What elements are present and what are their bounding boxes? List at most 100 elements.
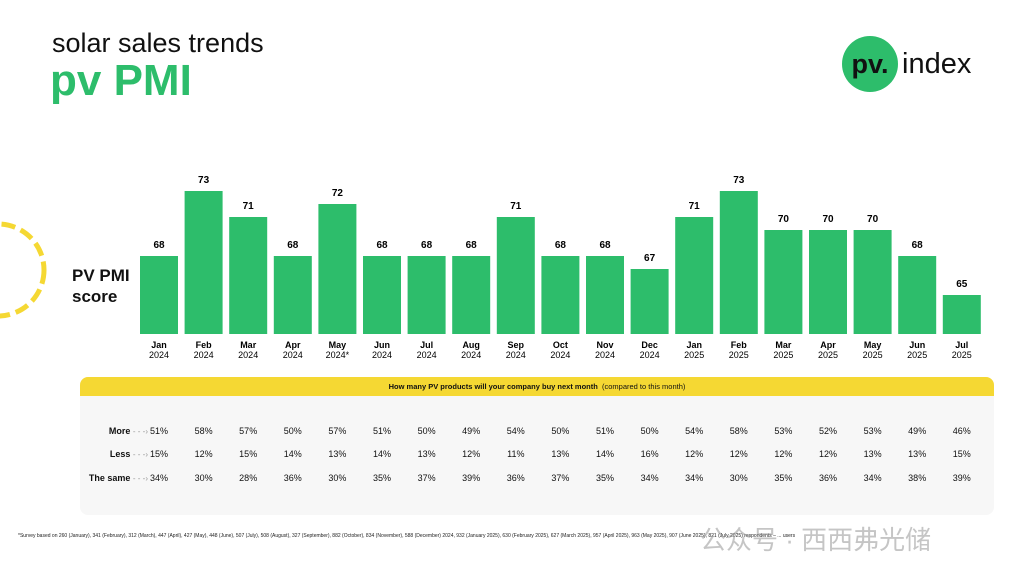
pv-index-logo: pv. index xyxy=(842,36,971,92)
x-tick-label: 2024 xyxy=(149,350,169,360)
table-cell: 12% xyxy=(774,449,793,459)
table-cell: 52% xyxy=(818,426,838,436)
bar xyxy=(764,230,803,334)
bar xyxy=(675,217,714,334)
table-qualifier: (compared to this month) xyxy=(602,382,686,391)
table-cell: 53% xyxy=(774,426,793,436)
footnote: *Survey based on 260 (January), 341 (Feb… xyxy=(18,533,796,539)
table-cell: 50% xyxy=(417,426,436,436)
table-cell: 54% xyxy=(506,426,525,436)
x-tick-label: Apr xyxy=(820,340,836,350)
x-tick-label: May xyxy=(864,340,882,350)
data-label: 68 xyxy=(466,240,478,251)
table-cell: 50% xyxy=(283,426,302,436)
bar xyxy=(719,191,758,334)
table-cell: 12% xyxy=(729,449,748,459)
table-cell: 37% xyxy=(417,473,436,483)
data-label: 71 xyxy=(510,201,522,212)
table-cell: 13% xyxy=(551,449,570,459)
table-cell: 36% xyxy=(506,473,525,483)
table-cell: 14% xyxy=(595,449,615,459)
bar xyxy=(942,295,981,334)
x-tick-label: 2025 xyxy=(863,350,883,360)
bar xyxy=(363,256,401,334)
x-tick-label: 2025 xyxy=(952,350,972,360)
table-cell: 49% xyxy=(462,426,481,436)
x-tick-label: 2024 xyxy=(238,350,258,360)
table-cell: 35% xyxy=(774,473,793,483)
x-tick-label: 2024 xyxy=(550,350,570,360)
table-cell: 36% xyxy=(283,473,302,483)
bar xyxy=(809,230,847,334)
table-cell: 35% xyxy=(595,473,615,483)
table-cell: 30% xyxy=(328,473,347,483)
table-cell: 12% xyxy=(194,449,213,459)
table-cell: 39% xyxy=(952,473,971,483)
row-label: The same - - -› xyxy=(88,473,148,483)
bar xyxy=(630,269,669,334)
table-cell: 34% xyxy=(685,473,704,483)
x-tick-label: Mar xyxy=(775,340,792,350)
table-cell: 12% xyxy=(685,449,704,459)
table-cell: 15% xyxy=(149,449,169,459)
table-cell: 50% xyxy=(640,426,659,436)
x-tick-label: 2024* xyxy=(326,350,350,360)
x-tick-label: 2025 xyxy=(907,350,927,360)
table-cell: 34% xyxy=(863,473,882,483)
bar xyxy=(407,256,446,334)
table-cell: 15% xyxy=(239,449,258,459)
table-cell: 13% xyxy=(863,449,882,459)
table-cell: 12% xyxy=(818,449,838,459)
x-tick-label: 2024 xyxy=(194,350,214,360)
table-cell: 30% xyxy=(729,473,748,483)
table-cell: 50% xyxy=(551,426,570,436)
watermark: 公众号 · 西西弗光储 xyxy=(700,525,932,555)
x-tick-label: Jan xyxy=(151,340,167,350)
x-tick-label: Jul xyxy=(955,340,968,350)
table-cell: 14% xyxy=(283,449,302,459)
page-subtitle: solar sales trends xyxy=(52,28,264,58)
table-cell: 53% xyxy=(863,426,882,436)
table-cell: 12% xyxy=(462,449,481,459)
x-tick-label: Mar xyxy=(240,340,257,350)
x-tick-label: Oct xyxy=(553,340,568,350)
bar xyxy=(452,256,491,334)
table-cell: 39% xyxy=(462,473,481,483)
data-label: 73 xyxy=(733,175,745,186)
table-cell: 11% xyxy=(507,449,525,459)
bar xyxy=(318,204,357,334)
x-tick-label: 2025 xyxy=(773,350,793,360)
x-tick-label: 2025 xyxy=(818,350,838,360)
table-cell: 15% xyxy=(952,449,971,459)
table-cell: 57% xyxy=(328,426,347,436)
x-tick-label: Jul xyxy=(420,340,433,350)
table-cell: 36% xyxy=(818,473,838,483)
row-label: Less - - -› xyxy=(109,449,148,459)
data-label: 70 xyxy=(778,214,790,225)
survey-table: How many PV products will your company b… xyxy=(80,377,994,515)
data-label: 68 xyxy=(912,240,924,251)
x-tick-label: Sep xyxy=(508,340,525,350)
bar xyxy=(541,256,580,334)
table-cell: 51% xyxy=(149,426,169,436)
x-tick-label: 2024 xyxy=(283,350,303,360)
table-cell: 37% xyxy=(551,473,570,483)
x-tick-label: Jan xyxy=(686,340,702,350)
table-cell: 57% xyxy=(239,426,258,436)
table-cell: 16% xyxy=(640,449,659,459)
data-label: 70 xyxy=(867,214,879,225)
x-tick-label: Dec xyxy=(641,340,658,350)
x-tick-label: 2024 xyxy=(372,350,392,360)
decorative-dashed-circle xyxy=(0,221,47,319)
data-label: 72 xyxy=(332,188,344,199)
table-cell: 35% xyxy=(372,473,392,483)
table-cell: 58% xyxy=(729,426,748,436)
table-question: How many PV products will your company b… xyxy=(388,382,598,391)
x-tick-label: 2024 xyxy=(640,350,660,360)
table-cell: 54% xyxy=(685,426,704,436)
table-cell: 30% xyxy=(194,473,213,483)
x-tick-label: Nov xyxy=(596,340,613,350)
x-tick-label: 2024 xyxy=(417,350,437,360)
page-title: pv PMI xyxy=(50,56,192,105)
